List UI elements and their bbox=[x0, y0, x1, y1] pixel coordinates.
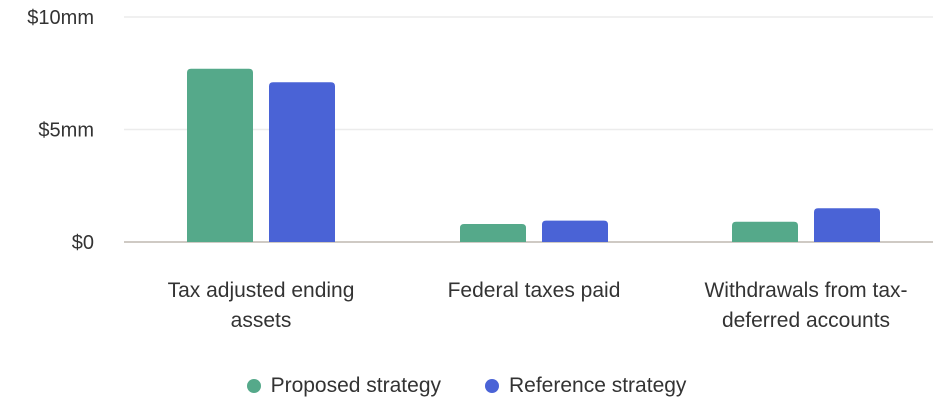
bar-chart: $0 $5mm $10mm Tax adjusted ending assets Fed… bbox=[27, 7, 933, 332]
chart-legend: Proposed strategy Reference strategy bbox=[0, 370, 933, 402]
bar-proposed-2[interactable] bbox=[732, 221, 798, 242]
y-axis-ticks: $0 $5mm $10mm bbox=[27, 7, 94, 254]
x-axis-categories: Tax adjusted ending assets Federal taxes p… bbox=[168, 279, 908, 332]
x-category-label: Withdrawals from tax- bbox=[704, 279, 907, 302]
y-tick-label: $10mm bbox=[27, 7, 94, 29]
legend-item-proposed[interactable]: Proposed strategy bbox=[246, 374, 441, 398]
legend-label-proposed: Proposed strategy bbox=[270, 374, 441, 397]
y-tick-label: $0 bbox=[72, 232, 94, 254]
legend-marker-reference bbox=[485, 379, 499, 393]
x-category-label: Tax adjusted ending bbox=[168, 279, 355, 302]
bar-reference-1[interactable] bbox=[542, 220, 608, 242]
legend-marker-proposed bbox=[246, 379, 261, 393]
legend-item-reference[interactable]: Reference strategy bbox=[485, 374, 686, 398]
bar-proposed-1[interactable] bbox=[460, 224, 526, 242]
gridlines bbox=[124, 16, 933, 243]
x-category-label: deferred accounts bbox=[722, 309, 890, 332]
bar-reference-0[interactable] bbox=[269, 82, 335, 242]
x-category-label: assets bbox=[231, 309, 292, 332]
y-tick-label: $5mm bbox=[38, 120, 94, 142]
x-category-label: Federal taxes paid bbox=[448, 279, 621, 302]
bar-reference-2[interactable] bbox=[814, 208, 880, 242]
legend-label-reference: Reference strategy bbox=[509, 374, 687, 397]
bar-proposed-0[interactable] bbox=[187, 68, 253, 242]
bars bbox=[187, 68, 880, 242]
